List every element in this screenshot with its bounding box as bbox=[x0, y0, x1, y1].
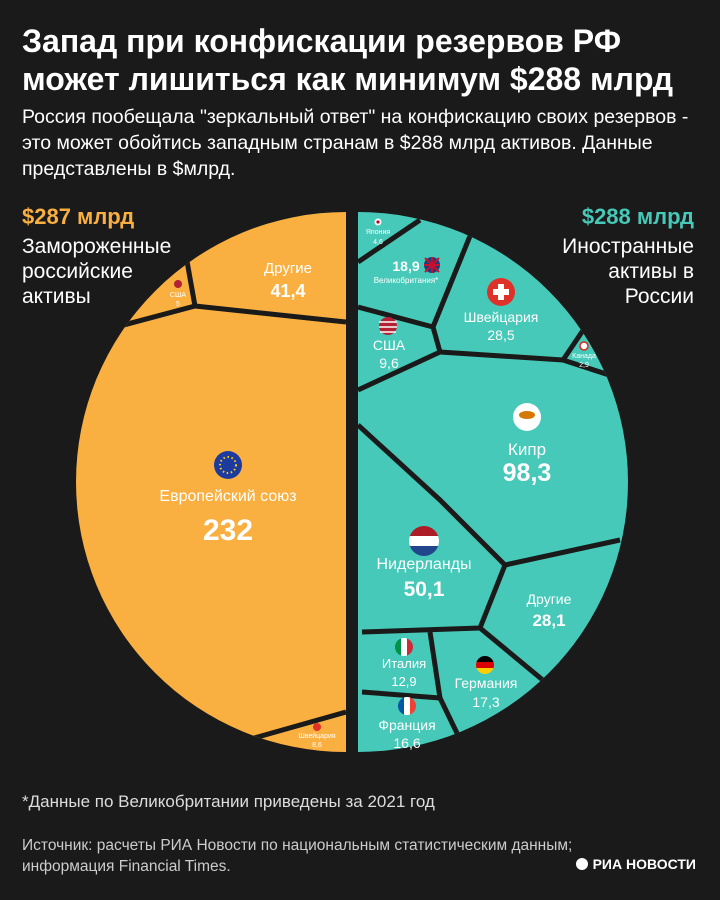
cell-label: Швейцария bbox=[464, 309, 539, 325]
netherlands-flag-icon bbox=[409, 526, 439, 556]
cell-france: Франция 16,6 bbox=[378, 697, 436, 751]
cell-value: 4,6 bbox=[373, 239, 383, 246]
cell-value: 232 bbox=[203, 514, 253, 547]
left-description: Замороженные российские активы bbox=[22, 235, 172, 308]
cell-label: Япония bbox=[366, 229, 391, 236]
cell-label: США bbox=[170, 292, 186, 299]
cell-netherlands: Нидерланды 50,1 bbox=[377, 526, 472, 601]
france-flag-icon bbox=[398, 697, 416, 715]
cell-label: Германия bbox=[455, 675, 518, 691]
cell-right-switzerland: Швейцария 28,5 bbox=[464, 278, 539, 343]
footnote: *Данные по Великобритании приведены за 2… bbox=[22, 792, 435, 811]
cell-right-usa: США 9,6 bbox=[373, 317, 406, 371]
page-title: Запад при конфискации резервов РФ может … bbox=[22, 23, 674, 97]
cell-label: Европейский союз bbox=[159, 488, 296, 505]
right-borders bbox=[358, 217, 628, 752]
left-borders bbox=[119, 249, 346, 745]
cell-value: 17,3 bbox=[472, 694, 499, 710]
usa-flag-icon bbox=[174, 280, 182, 288]
cell-label: Другие bbox=[264, 260, 312, 277]
cell-right-other: Другие 28,1 bbox=[527, 591, 572, 630]
cell-value: 18,9 bbox=[392, 258, 419, 274]
cell-left-switzerland: Швейцария 8,6 bbox=[298, 723, 336, 749]
cell-label: Другие bbox=[527, 591, 572, 607]
cell-italy: Италия 12,9 bbox=[382, 638, 426, 689]
cell-value: 50,1 bbox=[404, 578, 445, 601]
left-half bbox=[76, 212, 346, 752]
cell-value: 41,4 bbox=[270, 281, 305, 301]
cell-canada: Канада 2,9 bbox=[572, 341, 596, 369]
cell-label: Канада bbox=[572, 353, 596, 360]
right-description: Иностранные активы в России bbox=[562, 235, 694, 308]
right-half bbox=[358, 212, 628, 752]
cell-value: 5 bbox=[176, 301, 180, 308]
eu-flag-icon bbox=[214, 451, 242, 479]
swiss-flag-icon bbox=[313, 723, 321, 731]
cell-label: Великобритания* bbox=[374, 276, 439, 285]
cell-value: 2,9 bbox=[579, 362, 589, 369]
cell-label: Италия bbox=[382, 656, 426, 671]
cell-uk: 18,9 Великобритания* bbox=[374, 257, 440, 285]
cell-label: Франция bbox=[378, 717, 435, 733]
italy-flag-icon bbox=[395, 638, 413, 656]
canada-flag-icon bbox=[579, 341, 589, 351]
cell-value: 16,6 bbox=[393, 735, 420, 751]
source-text: Источник: расчеты РИА Новости по национа… bbox=[22, 837, 573, 875]
germany-flag-icon bbox=[476, 656, 494, 674]
cell-germany: Германия 17,3 bbox=[455, 656, 518, 710]
cell-value: 28,1 bbox=[532, 611, 565, 630]
left-total: $287 млрд bbox=[22, 204, 135, 229]
cell-left-other: Другие 41,4 bbox=[264, 260, 312, 301]
cell-left-usa: США 5 bbox=[170, 280, 186, 308]
cell-label: США bbox=[373, 337, 406, 353]
cell-value: 98,3 bbox=[503, 459, 552, 487]
logo-icon bbox=[575, 858, 588, 870]
cell-label: Нидерланды bbox=[377, 556, 472, 573]
subtitle: Россия пообещала "зеркальный ответ" на к… bbox=[22, 106, 689, 180]
cell-label: Кипр bbox=[508, 440, 546, 459]
cell-eu: Европейский союз 232 bbox=[159, 451, 297, 547]
cell-cyprus: Кипр 98,3 bbox=[503, 403, 552, 487]
cell-value: 12,9 bbox=[391, 674, 416, 689]
cell-value: 28,5 bbox=[487, 327, 514, 343]
cell-value: 9,6 bbox=[379, 355, 399, 371]
cell-japan: Япония 4,6 bbox=[366, 218, 391, 246]
cell-label: Швейцария bbox=[298, 732, 336, 740]
logo-text: РИА НОВОСТИ bbox=[592, 856, 696, 872]
ria-logo: РИА НОВОСТИ bbox=[575, 856, 696, 872]
right-total: $288 млрд bbox=[581, 204, 694, 229]
cell-value: 8,6 bbox=[312, 742, 322, 749]
